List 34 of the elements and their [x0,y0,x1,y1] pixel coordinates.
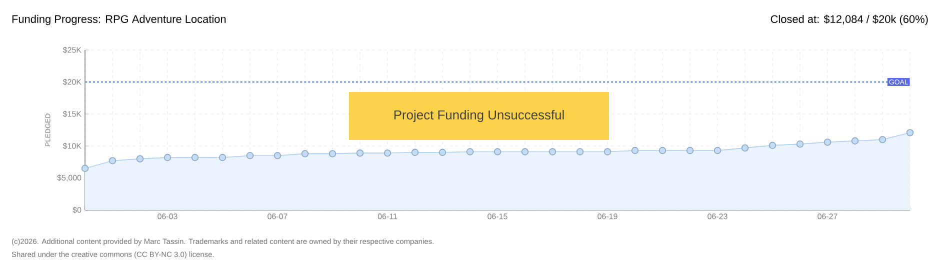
point [218,154,226,162]
point [466,148,474,156]
point [824,138,832,146]
point [741,144,749,152]
point [246,152,254,160]
point [356,149,364,157]
point [851,137,859,144]
point [906,129,914,136]
point [768,142,776,149]
point [714,146,722,154]
point [576,148,584,156]
point [411,148,419,156]
point [191,154,199,162]
point [384,149,392,157]
point [108,157,116,164]
point [548,148,556,156]
point [164,154,172,162]
annotation: Project Funding Unsuccessful [394,110,564,122]
point [494,148,502,156]
chart-subtitle: Closed at: $12,084 / $20k (60%) [770,14,928,26]
chart-title: Funding Progress: RPG Adventure Location [12,14,226,26]
point [878,136,886,144]
point [438,148,446,156]
point [274,152,282,160]
point [686,146,694,154]
point [301,150,309,158]
point [328,150,336,158]
point [631,146,639,154]
point [796,140,804,148]
point [81,164,89,172]
point [521,148,529,156]
point [136,155,144,162]
point [604,148,612,156]
point [658,146,666,154]
